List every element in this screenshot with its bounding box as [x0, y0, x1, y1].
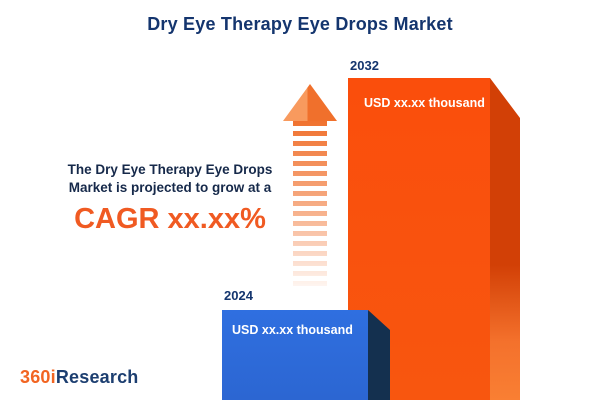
bar-2024-year-label: 2024 — [224, 288, 253, 303]
arrow-head-icon — [283, 84, 337, 121]
arrow-shaft-dashes — [293, 121, 327, 288]
page-title: Dry Eye Therapy Eye Drops Market — [147, 14, 453, 34]
cagr-highlight: CAGR xx.xx% — [74, 203, 266, 235]
bar-2024 — [222, 310, 368, 400]
bar-2032-side-face — [490, 78, 520, 400]
intro-text: The Dry Eye Therapy Eye Drops Market is … — [28, 161, 312, 197]
bar-2032-value-label: USD xx.xx thousand — [364, 96, 485, 110]
intro-line-2: Market is projected to grow at a — [68, 180, 272, 196]
intro-line-1: The Dry Eye Therapy Eye Drops — [67, 162, 273, 177]
brand-logo: 360iResearch — [20, 367, 139, 388]
bar-2032-year-label: 2032 — [350, 58, 379, 73]
brand-logo-research: Research — [55, 367, 139, 387]
bar-2024-side-face — [368, 310, 390, 400]
growth-arrow-icon — [283, 84, 337, 288]
brand-logo-360i: 360i — [20, 367, 56, 387]
bar-2024-value-label: USD xx.xx thousand — [232, 323, 353, 337]
